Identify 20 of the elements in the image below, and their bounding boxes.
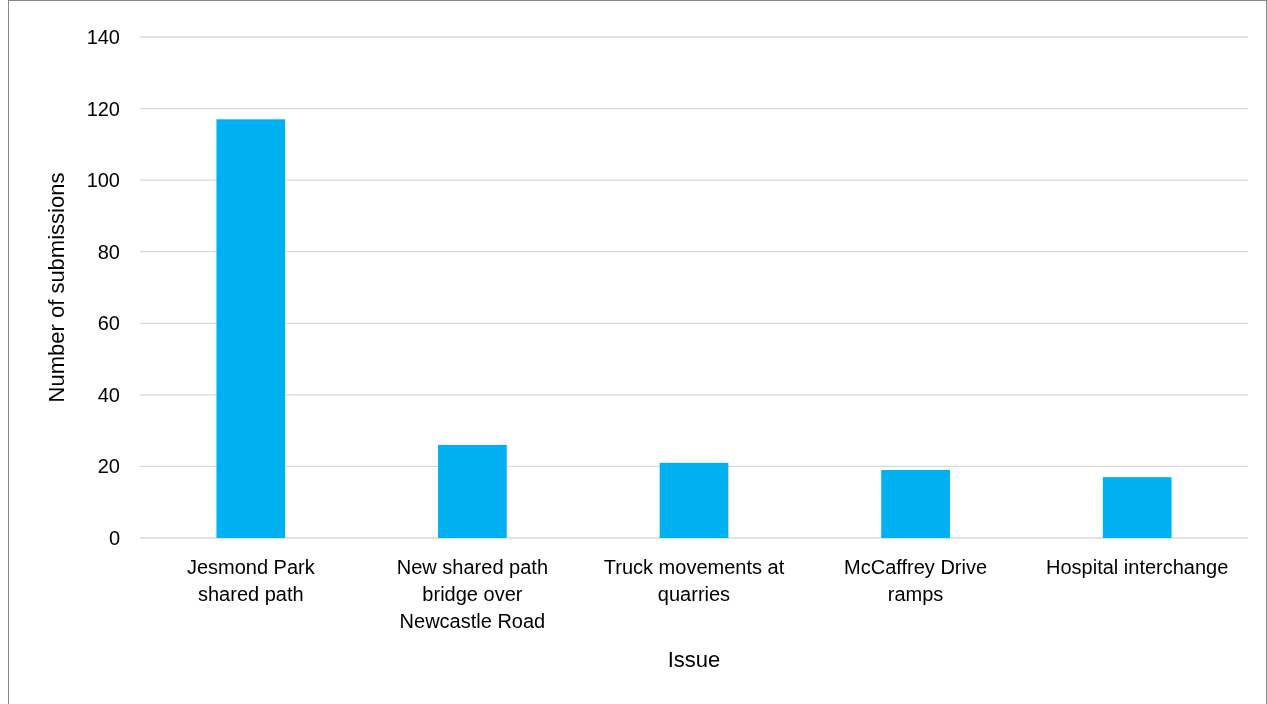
y-tick-label: 60 (97, 312, 120, 335)
x-axis-title: Issue (667, 647, 721, 672)
bar (216, 119, 286, 538)
bar (1102, 477, 1172, 538)
x-tick-label: New shared path bridge over Newcastle Road (396, 556, 548, 632)
y-tick-label: 100 (86, 169, 120, 192)
y-tick-label: 40 (97, 383, 120, 406)
x-tick-label: Truck movements at quarries (603, 556, 785, 605)
bar (881, 470, 950, 538)
bar (438, 444, 507, 538)
y-tick-label: 80 (97, 240, 120, 263)
x-tick-label: Hospital interchange (1046, 556, 1229, 578)
y-tick-label: 20 (97, 455, 120, 478)
y-tick-label: 140 (86, 26, 120, 48)
x-tick-label: Jesmond Park shared path (186, 556, 316, 605)
y-tick-label: 120 (86, 97, 120, 120)
y-tick-label: 0 (108, 527, 120, 549)
x-tick-label: McCaffrey Drive ramps (844, 556, 988, 605)
bar (659, 462, 729, 538)
y-axis-title: Number of submissions (44, 172, 69, 403)
